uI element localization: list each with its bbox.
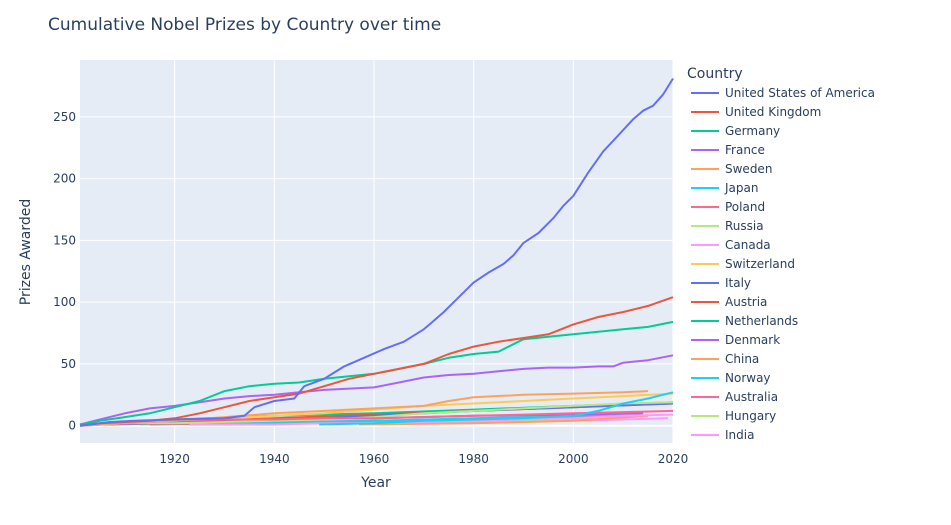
legend-label: Germany <box>725 124 780 138</box>
legend-label: Russia <box>725 219 764 233</box>
y-axis-ticks: 0 50 100 150 200 250 <box>53 110 76 433</box>
y-tick-label: 200 <box>53 172 76 186</box>
legend-item-united-states-of-america[interactable]: United States of America <box>691 86 875 100</box>
legend-item-switzerland[interactable]: Switzerland <box>691 257 795 271</box>
gridlines <box>80 60 674 443</box>
legend-label: Italy <box>725 276 751 290</box>
legend-label: United States of America <box>725 86 875 100</box>
legend-item-hungary[interactable]: Hungary <box>691 409 776 423</box>
legend-label: Netherlands <box>725 314 798 328</box>
legend-item-united-kingdom[interactable]: United Kingdom <box>691 105 821 119</box>
legend-label: United Kingdom <box>725 105 821 119</box>
x-axis-ticks: 1920 1940 1960 1980 2000 2020 <box>159 452 688 466</box>
x-tick-label: 2020 <box>658 452 689 466</box>
series-line-russia[interactable] <box>94 401 674 426</box>
x-tick-label: 1940 <box>259 452 290 466</box>
legend-label: Canada <box>725 238 771 252</box>
x-tick-label: 1980 <box>458 452 489 466</box>
y-tick-label: 150 <box>53 233 76 247</box>
legend-item-france[interactable]: France <box>691 143 765 157</box>
series-lines[interactable] <box>79 77 674 427</box>
legend-label: Denmark <box>725 333 780 347</box>
legend-label: Japan <box>724 181 758 195</box>
legend-item-china[interactable]: China <box>691 352 759 366</box>
legend-item-austria[interactable]: Austria <box>691 295 767 309</box>
legend-label: Australia <box>725 390 778 404</box>
x-tick-label: 1920 <box>159 452 190 466</box>
legend-item-italy[interactable]: Italy <box>691 276 751 290</box>
legend-label: Hungary <box>725 409 776 423</box>
legend[interactable]: Country United States of America United K… <box>687 66 875 442</box>
legend-item-germany[interactable]: Germany <box>691 124 780 138</box>
series-line-united-kingdom[interactable] <box>79 296 674 427</box>
y-tick-label: 50 <box>61 357 76 371</box>
legend-label: Norway <box>725 371 771 385</box>
y-tick-label: 100 <box>53 295 76 309</box>
legend-item-poland[interactable]: Poland <box>691 200 765 214</box>
legend-item-sweden[interactable]: Sweden <box>691 162 772 176</box>
legend-item-russia[interactable]: Russia <box>691 219 764 233</box>
legend-item-denmark[interactable]: Denmark <box>691 333 780 347</box>
series-line-japan[interactable] <box>319 391 674 426</box>
y-axis-title: Prizes Awarded <box>18 199 34 305</box>
legend-label: Poland <box>725 200 765 214</box>
legend-item-norway[interactable]: Norway <box>691 371 771 385</box>
series-line-united-states-of-america[interactable] <box>79 77 674 427</box>
legend-label: China <box>725 352 759 366</box>
series-line-china[interactable] <box>359 414 649 426</box>
legend-item-australia[interactable]: Australia <box>691 390 778 404</box>
chart-title: Cumulative Nobel Prizes by Country over … <box>48 15 441 35</box>
legend-label: Switzerland <box>725 257 795 271</box>
x-tick-label: 1960 <box>359 452 390 466</box>
legend-item-canada[interactable]: Canada <box>691 238 771 252</box>
y-tick-label: 0 <box>68 419 76 433</box>
legend-title: Country <box>687 66 743 82</box>
legend-label: India <box>725 428 754 442</box>
legend-item-india[interactable]: India <box>691 428 754 442</box>
legend-item-netherlands[interactable]: Netherlands <box>691 314 798 328</box>
legend-item-japan[interactable]: Japan <box>691 181 758 195</box>
series-line-canada[interactable] <box>189 413 674 426</box>
legend-label: Sweden <box>725 162 772 176</box>
legend-label: Austria <box>725 295 767 309</box>
y-tick-label: 250 <box>53 110 76 124</box>
x-tick-label: 2000 <box>558 452 589 466</box>
plot-area <box>80 60 673 443</box>
legend-label: France <box>725 143 765 157</box>
x-axis-title: Year <box>360 475 391 491</box>
